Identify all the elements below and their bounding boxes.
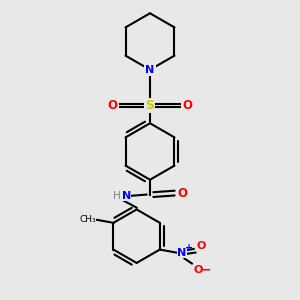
Text: H: H bbox=[112, 191, 120, 201]
Text: N: N bbox=[178, 248, 187, 257]
Text: +: + bbox=[184, 243, 193, 253]
Text: O: O bbox=[108, 99, 118, 112]
Text: S: S bbox=[146, 99, 154, 112]
Text: O: O bbox=[182, 99, 192, 112]
Text: N: N bbox=[146, 65, 154, 75]
Text: CH₃: CH₃ bbox=[79, 215, 96, 224]
Text: O: O bbox=[193, 266, 203, 275]
Text: O: O bbox=[178, 187, 188, 200]
Text: O: O bbox=[197, 241, 206, 251]
Text: N: N bbox=[122, 191, 131, 201]
Text: −: − bbox=[201, 264, 211, 277]
